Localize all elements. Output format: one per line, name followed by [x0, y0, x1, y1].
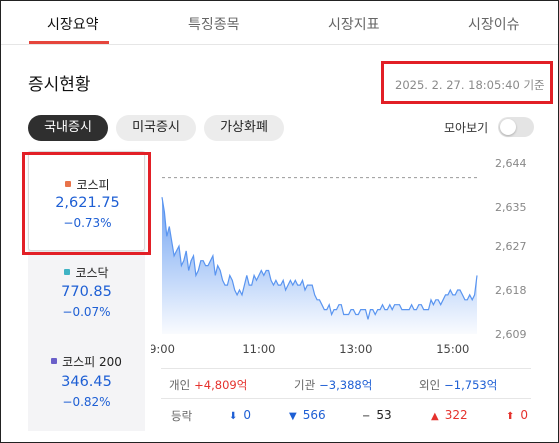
top-tab-bar: 시장요약 특징종목 시장지표 시장이슈: [1, 1, 558, 45]
double-up-arrow-icon: ⬆: [506, 411, 515, 422]
investor-foreign: 외인 −1,753억: [419, 378, 498, 392]
active-tab-underline: [29, 41, 109, 44]
investor-institution: 기관 −3,388억: [294, 378, 373, 392]
collect-view-toggle[interactable]: [498, 117, 534, 137]
advance-decline-row: 등락 ⬇ 0 ▼ 566 −53 ▲ 322 ⬆ 0: [161, 398, 531, 428]
y-tick-label: 2,635: [495, 201, 527, 214]
index-card-kosdaq[interactable]: 코스닥 770.85 −0.07%: [28, 251, 145, 351]
kosdaq-color-dot: [64, 269, 71, 275]
unchanged-count: −53: [362, 408, 392, 422]
index-card-kospi[interactable]: 코스피 2,621.75 −0.73%: [28, 151, 145, 251]
decline-count: ▼ 566: [289, 408, 326, 422]
x-tick-label: 15:00: [436, 342, 469, 356]
x-tick-label: 11:00: [242, 342, 275, 356]
pill-us-market[interactable]: 미국증시: [116, 115, 196, 141]
index-value: 770.85: [61, 284, 112, 300]
toggle-knob: [500, 119, 516, 135]
down-triangle-icon: ▼: [289, 411, 297, 422]
limit-up-count: ⬆ 0: [506, 408, 529, 422]
advance-decline-label: 등락: [171, 409, 193, 423]
timestamp: 2025. 2. 27. 18:05:40 기준: [395, 78, 545, 92]
y-tick-label: 2,609: [495, 328, 527, 341]
y-tick-label: 2,618: [495, 284, 527, 297]
index-list: 코스피 2,621.75 −0.73% 코스닥 770.85 −0.07% 코스…: [28, 151, 145, 431]
investor-value: −3,388억: [319, 378, 373, 392]
dash-icon: −: [362, 411, 371, 422]
kospi-line: [161, 197, 478, 320]
up-triangle-icon: ▲: [431, 411, 439, 422]
pill-crypto[interactable]: 가상화폐: [204, 115, 284, 141]
index-name: 코스닥: [75, 266, 109, 280]
section-title: 증시현황: [28, 75, 91, 95]
index-change: −0.07%: [62, 305, 111, 319]
double-down-arrow-icon: ⬇: [229, 411, 238, 422]
tab-market-summary[interactable]: 시장요약: [47, 17, 99, 33]
kospi-color-dot: [65, 181, 72, 187]
tab-market-indicators[interactable]: 시장지표: [328, 17, 380, 33]
pill-domestic-market[interactable]: 국내증시: [28, 115, 108, 141]
advance-count: ▲ 322: [431, 408, 468, 422]
index-name: 코스피: [76, 178, 110, 192]
x-tick-label: 9:00: [151, 342, 175, 356]
investor-value: +4,809억: [194, 378, 248, 392]
index-change: −0.82%: [62, 395, 111, 409]
limit-down-count: ⬇ 0: [229, 408, 252, 422]
index-chart: 2,609 2,618 2,627 2,635 2,644 9:00 11:00 13:00…: [151, 157, 527, 356]
tab-market-issues[interactable]: 시장이슈: [468, 17, 520, 33]
index-change: −0.73%: [63, 216, 112, 230]
index-name: 코스피 200: [62, 355, 122, 369]
toggle-label: 모아보기: [444, 121, 489, 135]
investor-individual: 개인 +4,809억: [169, 378, 248, 392]
y-tick-label: 2,644: [495, 157, 527, 170]
tab-featured-stocks[interactable]: 특징종목: [188, 17, 240, 33]
timestamp-highlight-box: [381, 61, 553, 104]
y-tick-label: 2,627: [495, 240, 527, 253]
index-card-kospi200[interactable]: 코스피 200 346.45 −0.82%: [28, 339, 145, 439]
kospi-area-fill: [162, 197, 477, 334]
index-value: 2,621.75: [55, 195, 120, 211]
x-tick-label: 13:00: [339, 342, 372, 356]
investor-value: −1,753억: [444, 378, 498, 392]
kospi200-color-dot: [51, 358, 58, 364]
investor-net-buy-row: 개인 +4,809억 기관 −3,388억 외인 −1,753억: [161, 368, 531, 398]
index-value: 346.45: [61, 374, 112, 390]
